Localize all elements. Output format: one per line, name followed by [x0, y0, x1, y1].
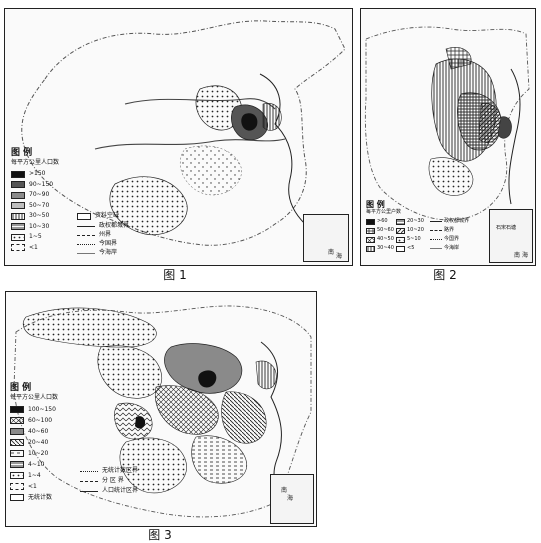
map-3-region-dotted-south [119, 437, 187, 494]
legend-line-item: 今海岸 [77, 249, 147, 258]
legend-item: 资料空缺 [77, 211, 147, 222]
legend-line-item: 今国界 [430, 235, 486, 244]
map-3-region-grey [164, 343, 243, 394]
legend-title: 图 例 [10, 383, 32, 393]
inset-label: 海 [287, 495, 294, 502]
map-2-region-grid [445, 47, 472, 70]
map-3-south-sea-inset: 南 海 [270, 474, 314, 524]
legend-item: 1~5 [11, 232, 77, 243]
legend-item: 20~40 [10, 437, 72, 448]
legend-line-item: 无统计数区界 [80, 466, 160, 476]
map-3-region-vertical-east [255, 360, 277, 390]
map-2-national-border [364, 26, 530, 221]
map-3-legend: 图 例 每平方公里人口数 100~150 60~100 40~60 20~40 … [10, 384, 160, 503]
inset-label: 海 [336, 253, 343, 260]
map-3-region-dotted-north [23, 307, 157, 348]
inset-label: 南 [328, 249, 335, 256]
map-3-region-black [198, 370, 217, 388]
map-1-caption: 图 1 [163, 268, 187, 282]
map-3-region-dotted-west [97, 345, 163, 399]
legend-item: 10~30 [11, 222, 77, 233]
map-3-region-dark-west [135, 416, 146, 429]
map-2-coastline [508, 68, 521, 205]
legend-item: 60~100 [10, 415, 72, 426]
legend-item: 1~4 [10, 470, 72, 481]
legend-line-item: 政权都城界 [77, 222, 147, 231]
legend-line-item: 人口统计区界 [80, 486, 160, 496]
legend-subtitle: 每平方公里人口数 [11, 159, 60, 166]
legend-subtitle: 每平方公里户数 [366, 209, 402, 215]
map-1-region-core-black [241, 113, 258, 131]
legend-item: 10~20 [396, 226, 426, 235]
legend-item: 20~30 [396, 217, 426, 226]
legend-item: 10~20 [10, 448, 72, 459]
legend-item: 30~40 [366, 244, 396, 253]
legend-item: <1 [10, 481, 72, 492]
map-3-caption: 图 3 [148, 528, 172, 542]
map-1: 图 例 每平方公里人口数 >150 90~150 70~90 50~70 30~… [4, 8, 353, 266]
legend-line-item: 今海岸 [430, 244, 486, 253]
legend-item: >60 [366, 217, 396, 226]
map-1-legend: 图 例 每平方公里人口数 >150 90~150 70~90 50~70 30~… [11, 149, 151, 258]
legend-line-item: 分 区 界 [80, 476, 160, 486]
legend-item: 100~150 [10, 404, 72, 415]
inset-label: 海 [522, 252, 529, 259]
inset-label: 南 [514, 252, 521, 259]
legend-item: 70~90 [11, 190, 77, 201]
inset-label: 南 [281, 487, 288, 494]
map-1-region-sparse [180, 145, 242, 196]
map-1-national-border [21, 20, 346, 246]
legend-line-item: 州界 [77, 231, 147, 240]
map-2-caption: 图 2 [433, 268, 457, 282]
legend-item: 40~60 [10, 426, 72, 437]
legend-item: 5~10 [396, 235, 426, 244]
legend-item: 4~10 [10, 459, 72, 470]
map-3-region-cross [154, 385, 219, 435]
map-2-region-south [428, 157, 474, 196]
legend-item: 90~150 [11, 180, 77, 191]
map-3: 图 例 每平方公里人口数 100~150 60~100 40~60 20~40 … [5, 291, 317, 527]
legend-item: >150 [11, 169, 77, 180]
map-3-region-dashes [191, 435, 248, 484]
inset-label: 石宋石塘 [496, 225, 517, 231]
map-1-south-sea-inset: 南 海 [303, 214, 349, 262]
legend-item: <5 [396, 244, 426, 253]
legend-item: 40~50 [366, 235, 396, 244]
map-3-region-diagonal [221, 391, 267, 444]
legend-item: 无统计数 [10, 492, 72, 503]
legend-title: 图 例 [366, 200, 385, 209]
legend-item: <1 [11, 243, 77, 254]
map-1-region-core-hatched [262, 103, 282, 131]
map-2: 图 例 每平方公里户数 >60 20~30 50~60 10~20 40~50 … [360, 8, 536, 266]
map-1-drawing [21, 20, 346, 246]
legend-item: 30~50 [11, 211, 77, 222]
map-2-legend: 图 例 每平方公里户数 >60 20~30 50~60 10~20 40~50 … [366, 201, 486, 253]
map-2-drawing [364, 26, 530, 221]
map-3-region-roof [114, 402, 153, 440]
map-3-drawing [13, 305, 312, 518]
legend-line-item: 政权都城界 [430, 217, 486, 226]
map-1-region-dotted-south [109, 176, 188, 236]
map-2-south-sea-inset: 南 海 石宋石塘 [489, 209, 533, 263]
map-2-region-dark [497, 116, 512, 139]
legend-line-item: 今国界 [77, 240, 147, 249]
legend-item: 50~60 [366, 226, 396, 235]
legend-item: 50~70 [11, 201, 77, 212]
legend-title: 图 例 [11, 148, 33, 158]
legend-subtitle: 每平方公里人口数 [10, 394, 59, 401]
legend-line-item: 路界 [430, 226, 486, 235]
map-1-river-south [94, 138, 286, 150]
map-1-coastline [259, 73, 306, 225]
